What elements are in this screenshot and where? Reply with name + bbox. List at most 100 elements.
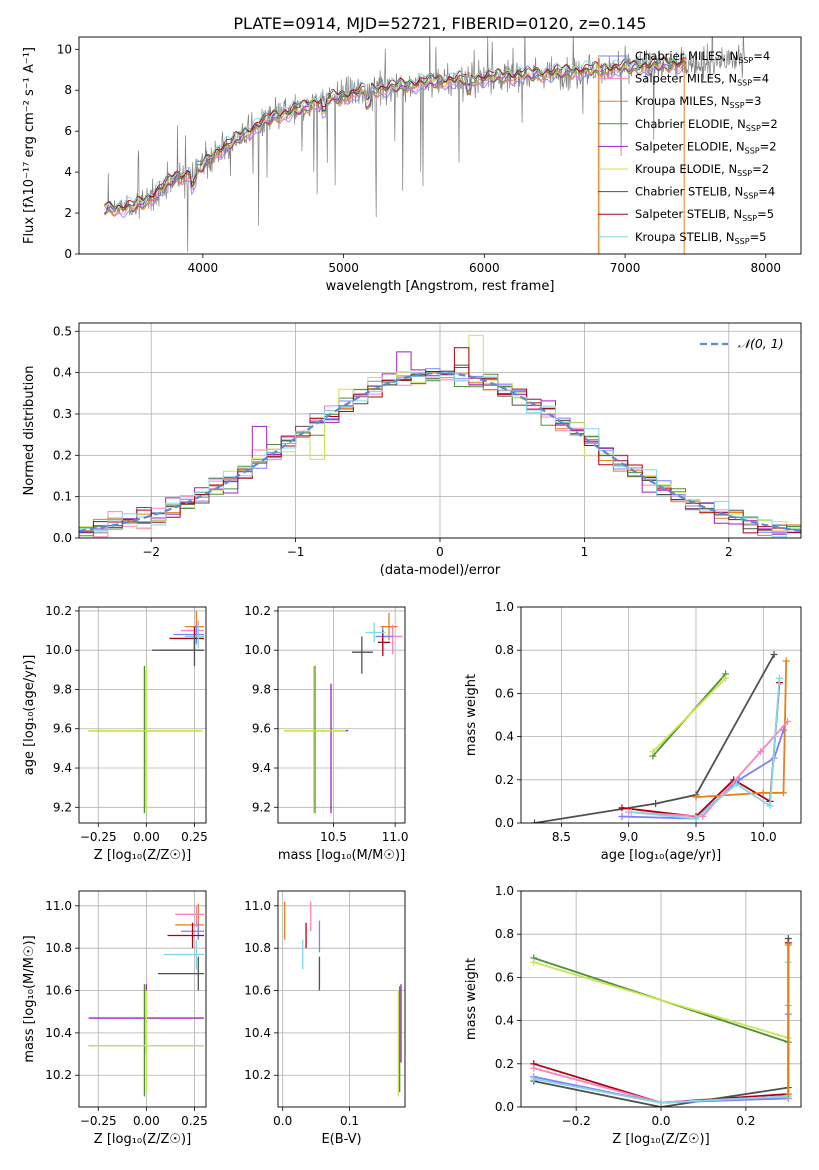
plot-area: [79, 334, 801, 538]
grid-lines: [79, 891, 206, 1107]
x-tick-label: −1: [287, 545, 305, 559]
y-tick-label: 0.2: [495, 1057, 514, 1071]
x-tick-label: −2: [142, 545, 160, 559]
weight-marker: [766, 802, 774, 810]
y-tick-label: 1.0: [495, 884, 514, 898]
y-tick-label: 9.6: [53, 722, 72, 736]
point-chabrier-miles: [375, 626, 393, 651]
x-tick-label: 1: [581, 545, 589, 559]
y-tick-label: 10.8: [244, 941, 271, 955]
weight-marker: [618, 804, 626, 812]
y-axis-label: mass weight: [464, 674, 479, 756]
x-axis-label: age [log₁₀(age/yr)]: [601, 848, 722, 863]
weight-line: [628, 720, 789, 818]
y-tick-label: 10: [57, 42, 72, 56]
weight-marker: [692, 793, 700, 801]
weight-marker: [530, 1075, 538, 1083]
legend-label-salpeter-stelib: Salpeter STELIB, NSSP=5: [635, 207, 774, 223]
y-tick-label: 9.6: [252, 722, 271, 736]
x-axis-label: Z [log₁₀(Z/Z☉)]: [94, 848, 191, 863]
x-tick-label: 4000: [188, 261, 219, 275]
x-tick-label: 0.00: [133, 1114, 160, 1128]
y-axis-label: mass weight: [464, 958, 479, 1040]
x-tick-label: 0.2: [736, 1114, 755, 1128]
x-tick-label: 0.25: [181, 1114, 208, 1128]
axes-frame: [78, 890, 207, 1108]
y-tick-label: 0.3: [53, 407, 72, 421]
model-spectrum-chabrier-elodie: [104, 59, 686, 216]
axes-frame: [277, 606, 406, 824]
point-salpeter-miles: [180, 620, 205, 641]
figure-title: PLATE=0914, MJD=52721, FIBERID=0120, z=0…: [233, 14, 646, 33]
y-tick-label: 1.0: [495, 600, 514, 614]
weight-marker: [652, 800, 660, 808]
point-salpeter-miles: [382, 624, 403, 655]
x-tick-label: 2: [725, 545, 733, 559]
y-tick-label: 10.2: [244, 604, 271, 618]
y-tick-label: 10.4: [45, 1026, 72, 1040]
histogram-kroupa-stelib: [79, 372, 801, 538]
weight-marker: [735, 776, 743, 784]
y-axis-label: Normed distribution: [22, 366, 37, 496]
y-tick-label: 10.2: [45, 604, 72, 618]
y-tick-label: 0.5: [53, 324, 72, 338]
weight-series-kroupa-miles: [692, 657, 790, 801]
x-tick-label: 0.00: [133, 830, 160, 844]
x-tick-label: 9.5: [686, 830, 705, 844]
y-tick-label: 9.4: [53, 761, 72, 775]
x-tick-label: 0: [436, 545, 444, 559]
panel-mass-vs-ebv: 0.0 0.1 10.2 10.4 10.6 10.8 11.0 E(B-V): [244, 890, 406, 1147]
y-tick-label: 11.0: [244, 899, 271, 913]
y-tick-label: 9.2: [53, 800, 72, 814]
weight-marker: [770, 651, 778, 659]
y-tick-label: 6: [64, 124, 72, 138]
model-spectrum-chabrier-stelib: [103, 57, 686, 211]
point-kroupa-stelib: [365, 622, 386, 643]
plot-area: [103, 37, 745, 254]
panel-mass-vs-Z: −0.25 0.00 0.25 10.2 10.4 10.6 10.8 11.0 Z [log₁…: [22, 890, 208, 1147]
weight-marker: [784, 717, 792, 725]
model-spectrum-kroupa-stelib: [104, 53, 686, 209]
x-tick-label: −0.25: [80, 1114, 117, 1128]
x-axis-label: Z [log₁₀(Z/Z☉)]: [94, 1132, 191, 1147]
legend-label-chabrier-stelib: Chabrier STELIB, NSSP=4: [635, 185, 775, 201]
weight-marker: [775, 674, 783, 682]
y-tick-label: 0.6: [495, 970, 514, 984]
legend-label-kroupa-miles: Kroupa MILES, NSSP=3: [635, 94, 761, 110]
grid-lines: [521, 606, 801, 824]
weight-series-chabrier-miles: [618, 726, 787, 823]
y-tick-label: 10.0: [45, 643, 72, 657]
y-tick-label: 0.4: [53, 366, 72, 380]
point-chabrier-miles: [173, 624, 205, 645]
residual-legend: 𝒩(0, 1): [700, 336, 784, 351]
y-tick-label: 0.4: [495, 730, 514, 744]
weight-marker: [780, 726, 787, 734]
legend-label-salpeter-elodie: Salpeter ELODIE, NSSP=2: [635, 139, 777, 155]
grid-lines: [278, 891, 405, 1107]
x-tick-label: 10.5: [320, 830, 347, 844]
panel-weight-vs-Z: −0.2 0.0 0.2 0.0 0.2 0.4 0.6 0.8 1.0 Z [log₁₀(Z/Z…: [464, 884, 802, 1147]
plot-area: [284, 612, 403, 814]
plot-area: [284, 901, 402, 1097]
y-tick-label: 10.0: [244, 643, 271, 657]
grid-lines: [278, 607, 405, 823]
weight-line: [533, 961, 789, 1039]
point-kroupa-stelib: [163, 939, 205, 970]
weight-marker: [627, 808, 635, 816]
point-salpeter-miles: [175, 905, 205, 927]
axes-frame: [78, 36, 802, 255]
x-axis-label: (data-model)/error: [380, 563, 501, 578]
y-tick-label: 0.8: [495, 643, 514, 657]
y-axis-label: age [log₁₀(age/yr)]: [22, 655, 37, 776]
y-axis-label: Flux [fλ10⁻¹⁷ erg cm⁻² s⁻¹ A⁻¹]: [22, 47, 37, 244]
point-kroupa-miles: [175, 903, 205, 940]
y-tick-label: 10.8: [45, 941, 72, 955]
y-tick-label: 10.2: [244, 1068, 271, 1082]
spectrum-legend: Chabrier MILES, NSSP=4 Salpeter MILES, NS…: [598, 49, 778, 246]
weight-series-kroupa-elodie: [649, 674, 730, 756]
point-salpeter-stelib: [377, 630, 391, 657]
weight-line: [652, 677, 727, 753]
weight-marker: [657, 1099, 665, 1107]
axes-frame: [277, 890, 406, 1108]
